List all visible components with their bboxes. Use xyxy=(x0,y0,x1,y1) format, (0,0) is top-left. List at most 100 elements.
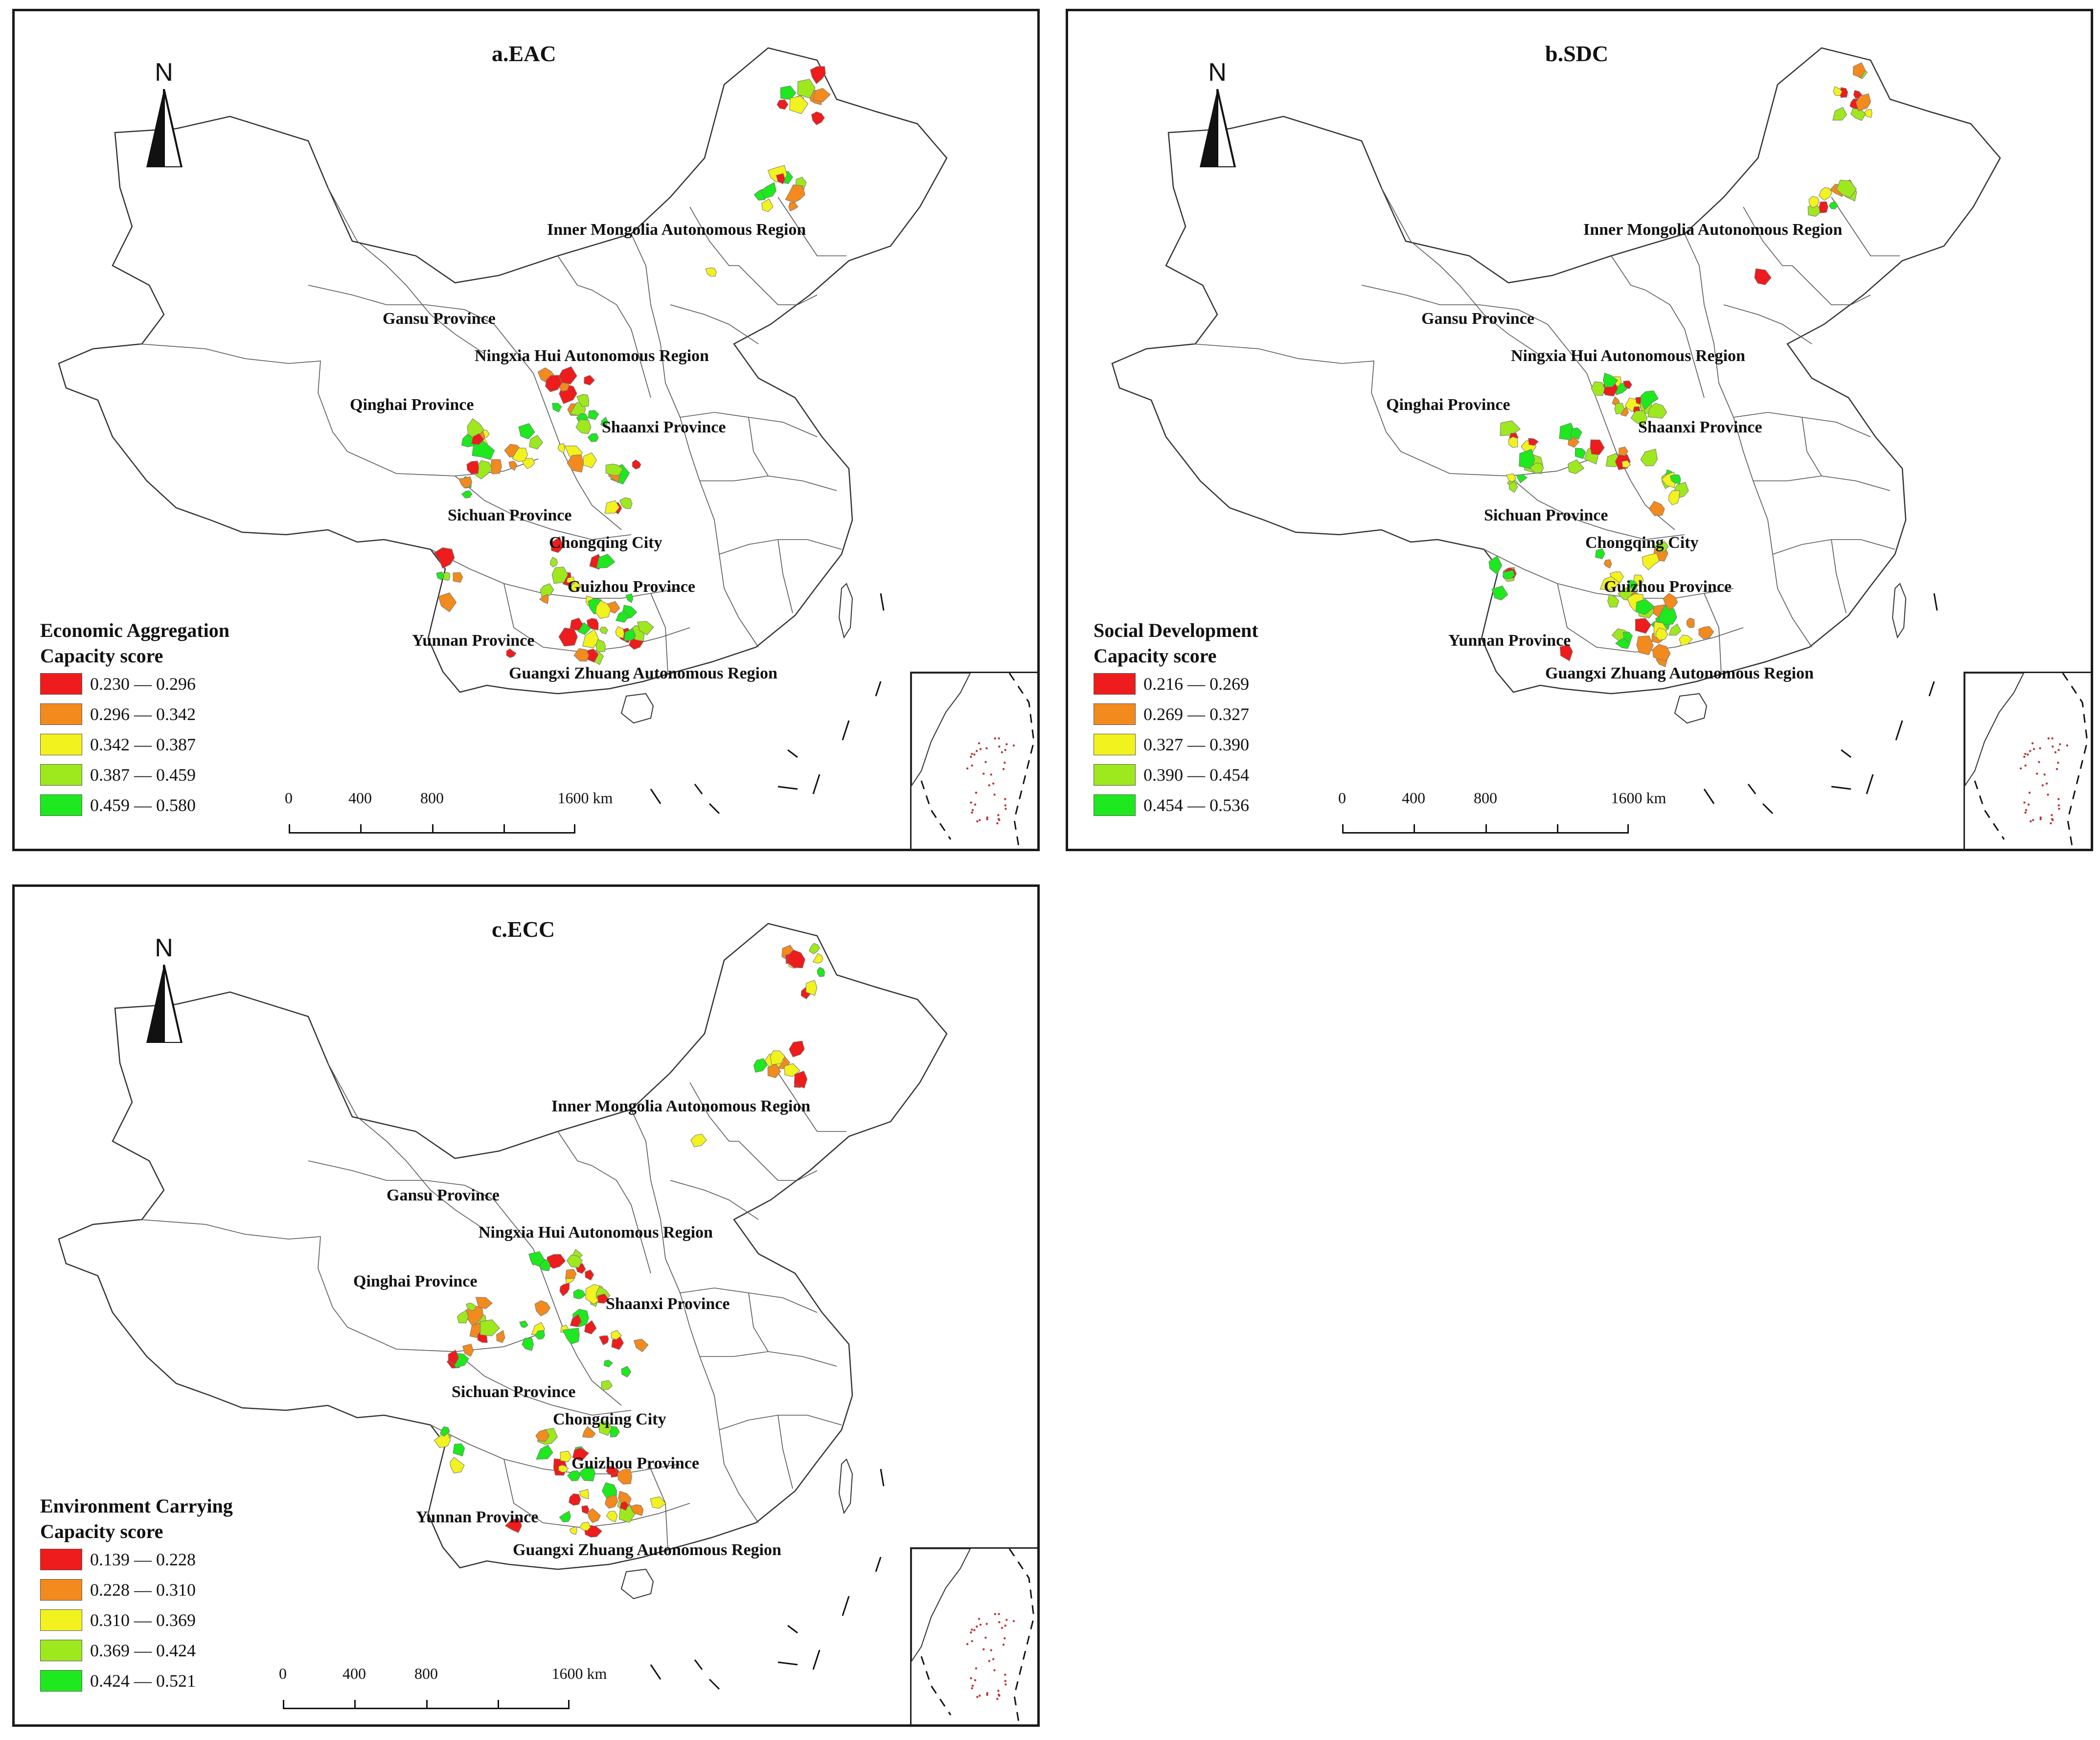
province-border xyxy=(777,539,793,613)
county-polygon xyxy=(1636,635,1654,655)
county-polygon xyxy=(1528,438,1539,446)
north-arrow-icon: N xyxy=(1193,58,1242,167)
province-border xyxy=(670,1180,759,1220)
boundary-dash xyxy=(787,749,798,758)
legend-swatch xyxy=(40,1640,82,1661)
county-polygon xyxy=(797,79,816,99)
legend-swatch xyxy=(40,1670,82,1692)
legend-item: 0.387 — 0.459 xyxy=(40,760,229,790)
county-polygon xyxy=(1595,548,1605,560)
label-ningxia: Ningxia Hui Autonomous Region xyxy=(475,347,709,365)
county-polygon xyxy=(582,629,599,648)
province-border xyxy=(557,1131,593,1166)
county-polygon xyxy=(1669,474,1681,484)
county-polygon xyxy=(461,490,473,498)
county-polygon xyxy=(582,1426,596,1438)
county-polygon xyxy=(604,1494,618,1509)
china-basemap xyxy=(1111,47,2001,814)
scale-tick-label: 0 xyxy=(1338,789,1346,807)
county-polygon xyxy=(1488,555,1503,575)
county-polygon xyxy=(466,461,479,475)
province-border xyxy=(1611,255,1646,291)
legend-range: 0.390 — 0.454 xyxy=(1143,765,1249,785)
county-polygon xyxy=(453,1443,465,1457)
province-border xyxy=(748,1292,769,1352)
scale-tick-label: 400 xyxy=(1402,789,1425,807)
province-border xyxy=(139,343,539,476)
province-border xyxy=(1361,285,1587,374)
scale-tick xyxy=(498,1700,499,1709)
scale-tick xyxy=(283,1700,284,1709)
label-guizhou: Guizhou Province xyxy=(1604,578,1732,596)
county-polygon xyxy=(579,1489,589,1499)
county-polygon xyxy=(1808,196,1820,208)
legend-swatch xyxy=(1094,764,1136,786)
scale-tick-label: 0 xyxy=(285,789,293,807)
county-polygon xyxy=(1648,500,1665,516)
county-polygon xyxy=(595,639,606,653)
province-border xyxy=(631,1109,720,1430)
county-polygon xyxy=(805,980,818,996)
legend-range: 0.454 — 0.536 xyxy=(1143,795,1249,815)
county-polygon xyxy=(1491,586,1508,601)
county-polygon xyxy=(753,1058,768,1073)
legend-range: 0.369 — 0.424 xyxy=(90,1641,196,1660)
label-guangxi: Guangxi Zhuang Autonomous Region xyxy=(509,664,777,682)
label-inner-mongolia: Inner Mongolia Autonomous Region xyxy=(551,1097,811,1115)
county-polygon xyxy=(606,1511,618,1522)
island-outline xyxy=(1892,583,1907,639)
province-border xyxy=(777,1415,793,1489)
legend-item: 0.139 — 0.228 xyxy=(40,1544,233,1575)
county-polygon xyxy=(1679,634,1693,646)
legend-title: Social Development Capacity score xyxy=(1094,619,1258,667)
county-polygon xyxy=(559,1511,571,1522)
county-polygon xyxy=(1819,187,1832,201)
scale-tick-label: 800 xyxy=(1474,789,1497,807)
legend-swatch xyxy=(40,764,82,786)
scale-tick xyxy=(568,1700,570,1709)
county-polygon xyxy=(550,536,564,553)
island-outline xyxy=(1674,693,1708,724)
county-polygon xyxy=(606,1466,617,1475)
map-panel-ecc: c.ECC N Inner Mongolia Autonomous Region… xyxy=(12,884,1040,1727)
province-border xyxy=(1684,233,1773,555)
scale-tick-label: 1600 km xyxy=(551,1665,607,1682)
legend-item: 0.228 — 0.310 xyxy=(40,1575,233,1605)
scale-tick-label: 800 xyxy=(420,789,444,807)
legend-swatch xyxy=(40,673,82,695)
county-polygon xyxy=(1621,460,1631,468)
county-polygon xyxy=(1559,644,1573,661)
legend-swatch xyxy=(40,734,82,755)
legend-range: 0.216 — 0.269 xyxy=(1143,674,1249,694)
county-polygon xyxy=(617,1469,632,1485)
label-qinghai: Qinghai Province xyxy=(353,1272,478,1290)
legend-item: 0.369 — 0.424 xyxy=(40,1635,233,1666)
county-polygon xyxy=(539,593,549,605)
county-polygon xyxy=(1508,436,1518,448)
panel-title: b.SDC xyxy=(1545,41,1609,66)
province-border xyxy=(1645,290,1705,398)
legend-item: 0.296 — 0.342 xyxy=(40,699,229,729)
scale-tick xyxy=(289,824,290,834)
legend-range: 0.342 — 0.387 xyxy=(90,735,196,754)
china-basemap xyxy=(58,923,948,1690)
county-polygon xyxy=(534,1300,551,1316)
boundary-dash xyxy=(1703,789,1715,804)
label-gansu: Gansu Province xyxy=(383,310,496,328)
county-polygon xyxy=(1640,449,1658,467)
boundary-dash xyxy=(1841,749,1851,758)
county-polygon xyxy=(1603,559,1612,569)
province-border xyxy=(689,1082,739,1142)
county-polygon xyxy=(630,1504,644,1516)
north-label: N xyxy=(1208,58,1227,87)
boundary-dash xyxy=(708,803,720,814)
county-polygon xyxy=(508,460,518,471)
county-polygon xyxy=(817,967,825,977)
county-polygon xyxy=(788,202,799,211)
county-polygon xyxy=(512,448,528,462)
boundary-dash xyxy=(650,789,662,804)
boundary-dash xyxy=(650,1664,662,1680)
county-polygon xyxy=(572,1447,590,1462)
north-label: N xyxy=(155,58,173,87)
country-outline xyxy=(1111,47,2001,695)
